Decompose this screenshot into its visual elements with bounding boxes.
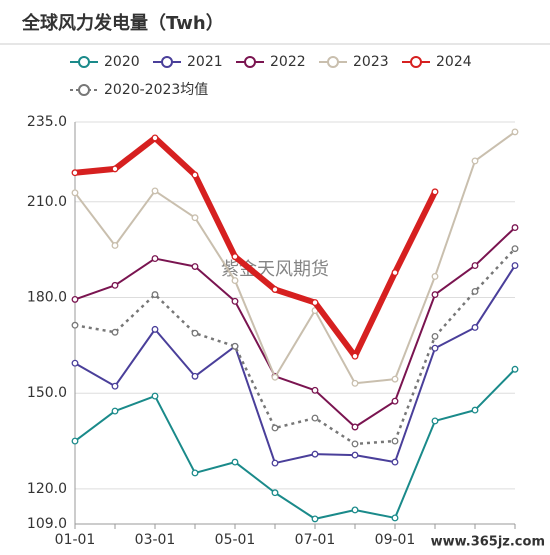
point <box>431 291 439 299</box>
point <box>231 253 239 261</box>
legend-marker <box>161 56 173 68</box>
point <box>391 458 399 466</box>
source-mark: www.365jz.com <box>431 535 545 550</box>
point <box>271 489 279 497</box>
point <box>391 437 399 445</box>
point <box>231 277 239 285</box>
point <box>431 344 439 352</box>
series-line <box>74 368 516 520</box>
y-tick-label: 150.0 <box>27 385 67 401</box>
point <box>111 281 119 289</box>
y-tick-label: 120.0 <box>27 481 67 497</box>
point <box>351 352 359 360</box>
point <box>311 299 319 307</box>
legend-label: 2023 <box>353 54 389 70</box>
point <box>231 458 239 466</box>
point <box>431 417 439 425</box>
legend-label: 2020 <box>104 54 140 70</box>
point <box>311 414 319 422</box>
series-line <box>74 265 516 465</box>
point <box>471 157 479 165</box>
point <box>71 169 79 177</box>
legend-label: 2024 <box>436 54 472 70</box>
point <box>71 295 79 303</box>
legend-label: 2020-2023均值 <box>104 82 208 98</box>
point <box>191 214 199 222</box>
x-tick-label: 05-01 <box>215 532 256 548</box>
point <box>151 255 159 263</box>
point <box>191 329 199 337</box>
series-line <box>74 134 438 360</box>
legend-marker <box>410 56 422 68</box>
y-tick-label: 180.0 <box>27 289 67 305</box>
point <box>391 514 399 522</box>
point <box>471 324 479 331</box>
x-tick-label: 01-01 <box>55 532 96 548</box>
point <box>511 224 519 232</box>
point <box>71 189 79 197</box>
point <box>271 424 279 432</box>
x-tick-label: 03-01 <box>135 532 176 548</box>
point <box>511 128 519 136</box>
point <box>351 440 359 448</box>
point <box>111 328 119 336</box>
point <box>271 286 279 293</box>
point <box>71 321 79 329</box>
point <box>431 332 439 340</box>
y-tick-label: 235.0 <box>27 114 67 130</box>
point <box>151 187 159 195</box>
point <box>391 397 399 405</box>
x-tick-label: 09-01 <box>375 532 416 548</box>
point <box>311 515 319 523</box>
point <box>471 287 479 295</box>
legend-marker <box>244 56 256 68</box>
point <box>351 379 359 387</box>
point <box>71 359 79 367</box>
point <box>431 272 439 280</box>
series-line <box>74 247 516 446</box>
point <box>191 372 199 380</box>
legend-marker <box>78 84 90 96</box>
point <box>391 269 399 277</box>
point <box>151 291 159 299</box>
point <box>311 386 319 394</box>
point <box>231 297 239 305</box>
point <box>471 406 479 414</box>
point <box>511 365 519 373</box>
point <box>111 165 119 173</box>
y-tick-label: 210.0 <box>27 194 67 210</box>
point <box>191 171 199 179</box>
point <box>191 263 199 270</box>
point <box>511 245 519 253</box>
point <box>271 373 279 381</box>
series-line <box>74 226 516 429</box>
point <box>231 342 239 350</box>
point <box>71 437 79 445</box>
chart-title: 全球风力发电量（Twh） <box>21 12 224 34</box>
point <box>111 382 119 390</box>
point <box>111 242 119 249</box>
point <box>391 375 399 383</box>
point <box>271 459 279 467</box>
legend-marker <box>78 56 90 68</box>
point <box>151 392 159 400</box>
point <box>151 134 159 142</box>
point <box>311 450 319 458</box>
point <box>191 469 199 477</box>
x-tick-label: 07-01 <box>295 532 336 548</box>
point <box>431 188 439 196</box>
legend-marker <box>327 56 339 68</box>
point <box>151 325 159 333</box>
legend-label: 2021 <box>187 54 223 70</box>
point <box>351 423 359 431</box>
point <box>111 407 119 415</box>
point <box>351 506 359 514</box>
legend-label: 2022 <box>270 54 306 70</box>
series-line <box>74 131 516 385</box>
point <box>511 262 519 270</box>
point <box>471 262 479 270</box>
point <box>351 451 359 459</box>
y-tick-label: 109.0 <box>27 516 67 532</box>
